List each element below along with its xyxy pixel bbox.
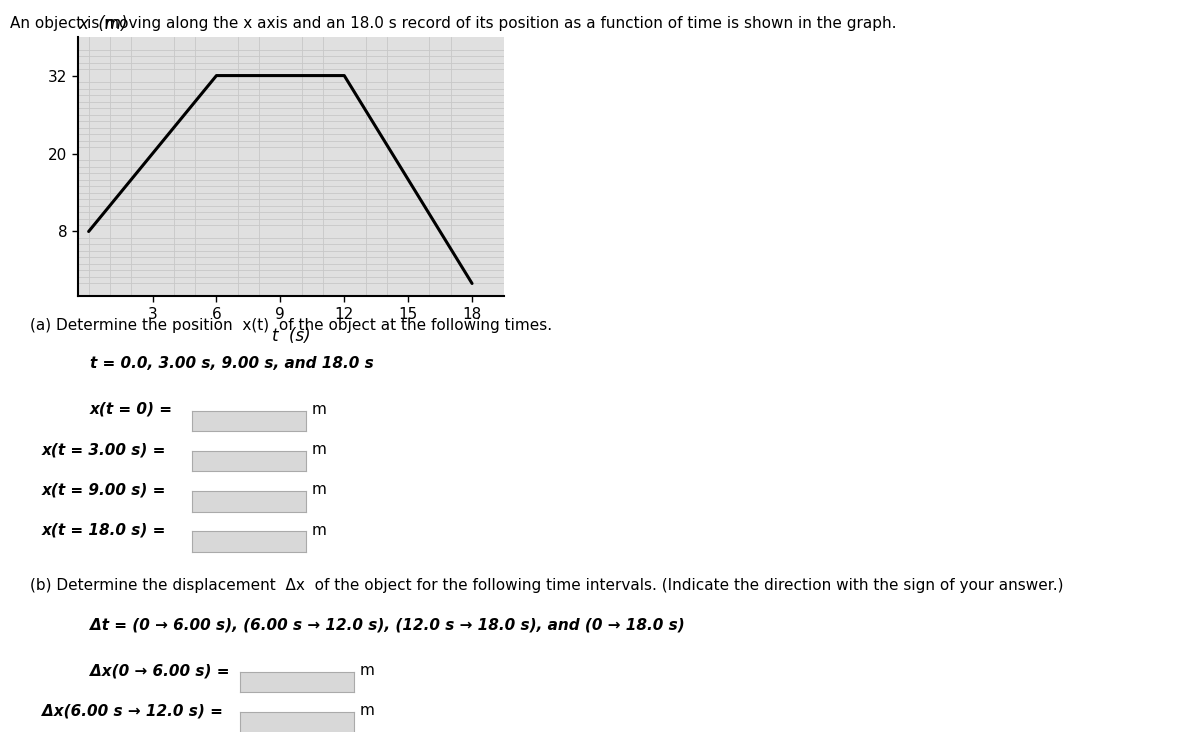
- Text: x(t = 9.00 s) =: x(t = 9.00 s) =: [42, 482, 167, 497]
- Text: x(t = 3.00 s) =: x(t = 3.00 s) =: [42, 442, 167, 457]
- Text: Δt = (0 → 6.00 s), (6.00 s → 12.0 s), (12.0 s → 18.0 s), and (0 → 18.0 s): Δt = (0 → 6.00 s), (6.00 s → 12.0 s), (1…: [90, 618, 685, 632]
- Text: x(t = 0) =: x(t = 0) =: [90, 402, 173, 417]
- Text: t = 0.0, 3.00 s, 9.00 s, and 18.0 s: t = 0.0, 3.00 s, 9.00 s, and 18.0 s: [90, 356, 373, 371]
- Text: m: m: [312, 523, 326, 537]
- X-axis label: t  (s): t (s): [271, 327, 311, 346]
- Text: m: m: [360, 663, 374, 678]
- Text: Δx(6.00 s → 12.0 s) =: Δx(6.00 s → 12.0 s) =: [42, 703, 223, 718]
- Text: x(t = 18.0 s) =: x(t = 18.0 s) =: [42, 523, 167, 537]
- Text: m: m: [360, 703, 374, 718]
- Text: m: m: [312, 482, 326, 497]
- Text: x  (m): x (m): [78, 15, 127, 34]
- Text: Δx(0 → 6.00 s) =: Δx(0 → 6.00 s) =: [90, 663, 229, 678]
- Text: (b) Determine the displacement  Δx  of the object for the following time interva: (b) Determine the displacement Δx of the…: [30, 578, 1063, 592]
- Text: m: m: [312, 402, 326, 417]
- Text: (a) Determine the position  x(t)  of the object at the following times.: (a) Determine the position x(t) of the o…: [30, 318, 552, 333]
- Text: m: m: [312, 442, 326, 457]
- Text: An object is moving along the x axis and an 18.0 s record of its position as a f: An object is moving along the x axis and…: [10, 16, 896, 31]
